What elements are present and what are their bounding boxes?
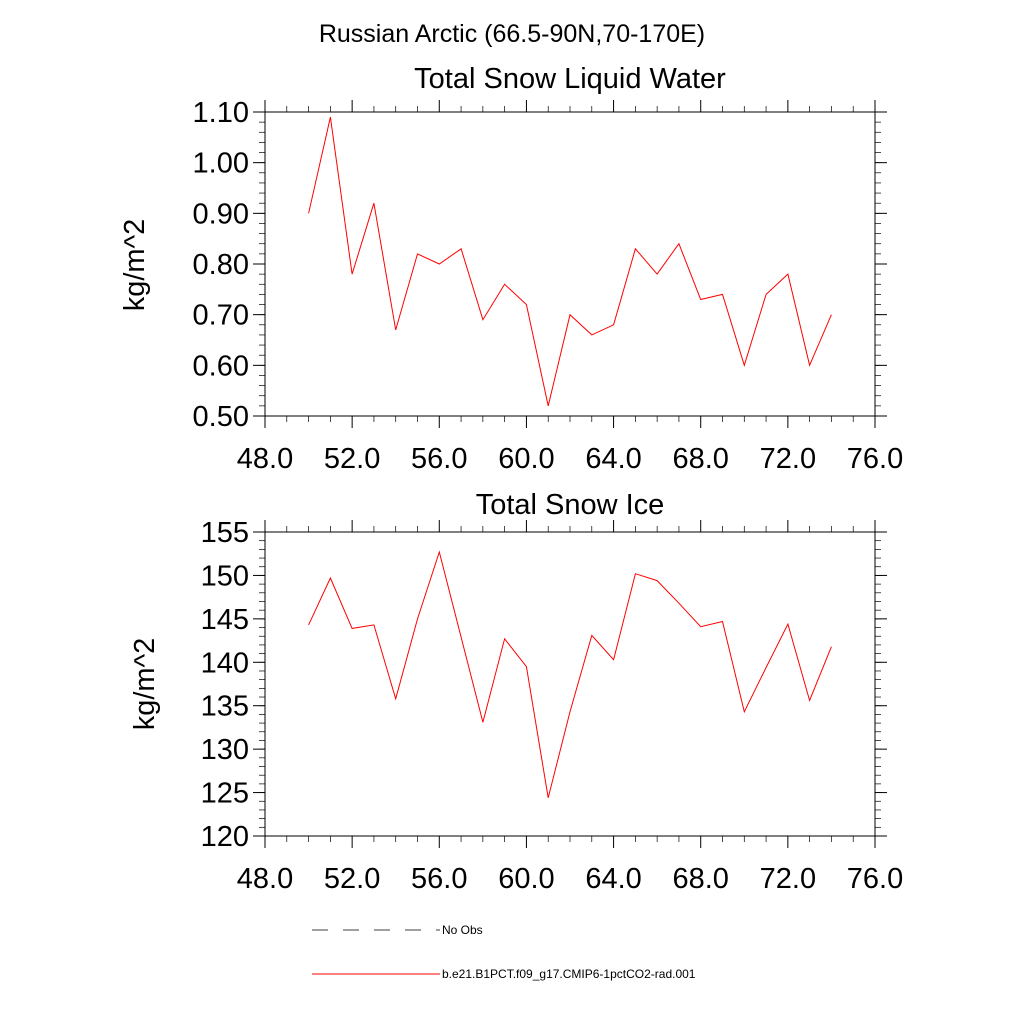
panel-title: Total Snow Ice [476,489,665,521]
page-title: Russian Arctic (66.5-90N,70-170E) [319,20,705,48]
y-tick-label: 135 [201,691,249,723]
y-tick-label: 0.70 [193,300,249,332]
panel-title: Total Snow Liquid Water [414,63,726,95]
x-tick-label: 64.0 [585,863,641,895]
y-tick-label: 1.00 [193,148,249,180]
x-tick-label: 48.0 [237,863,293,895]
x-tick-label: 60.0 [498,443,554,475]
legend: No Obs b.e21.B1PCT.f09_g17.CMIP6-1pctCO2… [312,923,696,981]
legend-label: b.e21.B1PCT.f09_g17.CMIP6-1pctCO2-rad.00… [442,967,696,981]
x-tick-label: 72.0 [760,863,816,895]
y-tick-label: 0.50 [193,401,249,433]
y-tick-label: 125 [201,778,249,810]
panel-snow-ice: Total Snow Ice kg/m^2 48.0 52.0 56.0 60.0 64… [129,489,903,895]
y-tick-label: 0.80 [193,249,249,281]
x-tick-label: 48.0 [237,443,293,475]
y-tick-label: 155 [201,517,249,549]
plot-frame [264,111,876,417]
y-tick-label: 120 [201,821,249,853]
x-tick-label: 68.0 [672,863,728,895]
y-tick-label: 0.60 [193,350,249,382]
x-tick-label: 72.0 [760,443,816,475]
y-tick-label: 1.10 [193,97,249,129]
panel-liquid-water: Total Snow Liquid Water kg/m^2 48.0 52.0 5… [119,63,903,475]
y-axis-label: kg/m^2 [119,219,151,312]
x-tick-label: 76.0 [847,863,903,895]
y-tick-label: 150 [201,560,249,592]
plot-frame [264,531,876,837]
series-line [308,550,832,798]
x-tick-label: 68.0 [672,443,728,475]
y-tick-label: 145 [201,604,249,636]
x-tick-label: 56.0 [411,443,467,475]
x-tick-label: 76.0 [847,443,903,475]
x-tick-label: 52.0 [324,443,380,475]
x-tick-label: 64.0 [585,443,641,475]
series-line [308,116,832,407]
x-tick-label: 56.0 [411,863,467,895]
plot-axes: 48.0 52.0 56.0 60.0 64.0 68.0 72.0 76.0 0.50 0.60… [193,97,904,475]
legend-label: No Obs [442,923,483,937]
y-tick-label: 0.90 [193,198,249,230]
y-tick-label: 130 [201,734,249,766]
y-axis-label: kg/m^2 [129,638,161,731]
x-tick-label: 60.0 [498,863,554,895]
x-tick-label: 52.0 [324,863,380,895]
plot-axes: 48.0 52.0 56.0 60.0 64.0 68.0 72.0 76.0 120 125 13… [201,517,904,895]
y-tick-label: 140 [201,647,249,679]
